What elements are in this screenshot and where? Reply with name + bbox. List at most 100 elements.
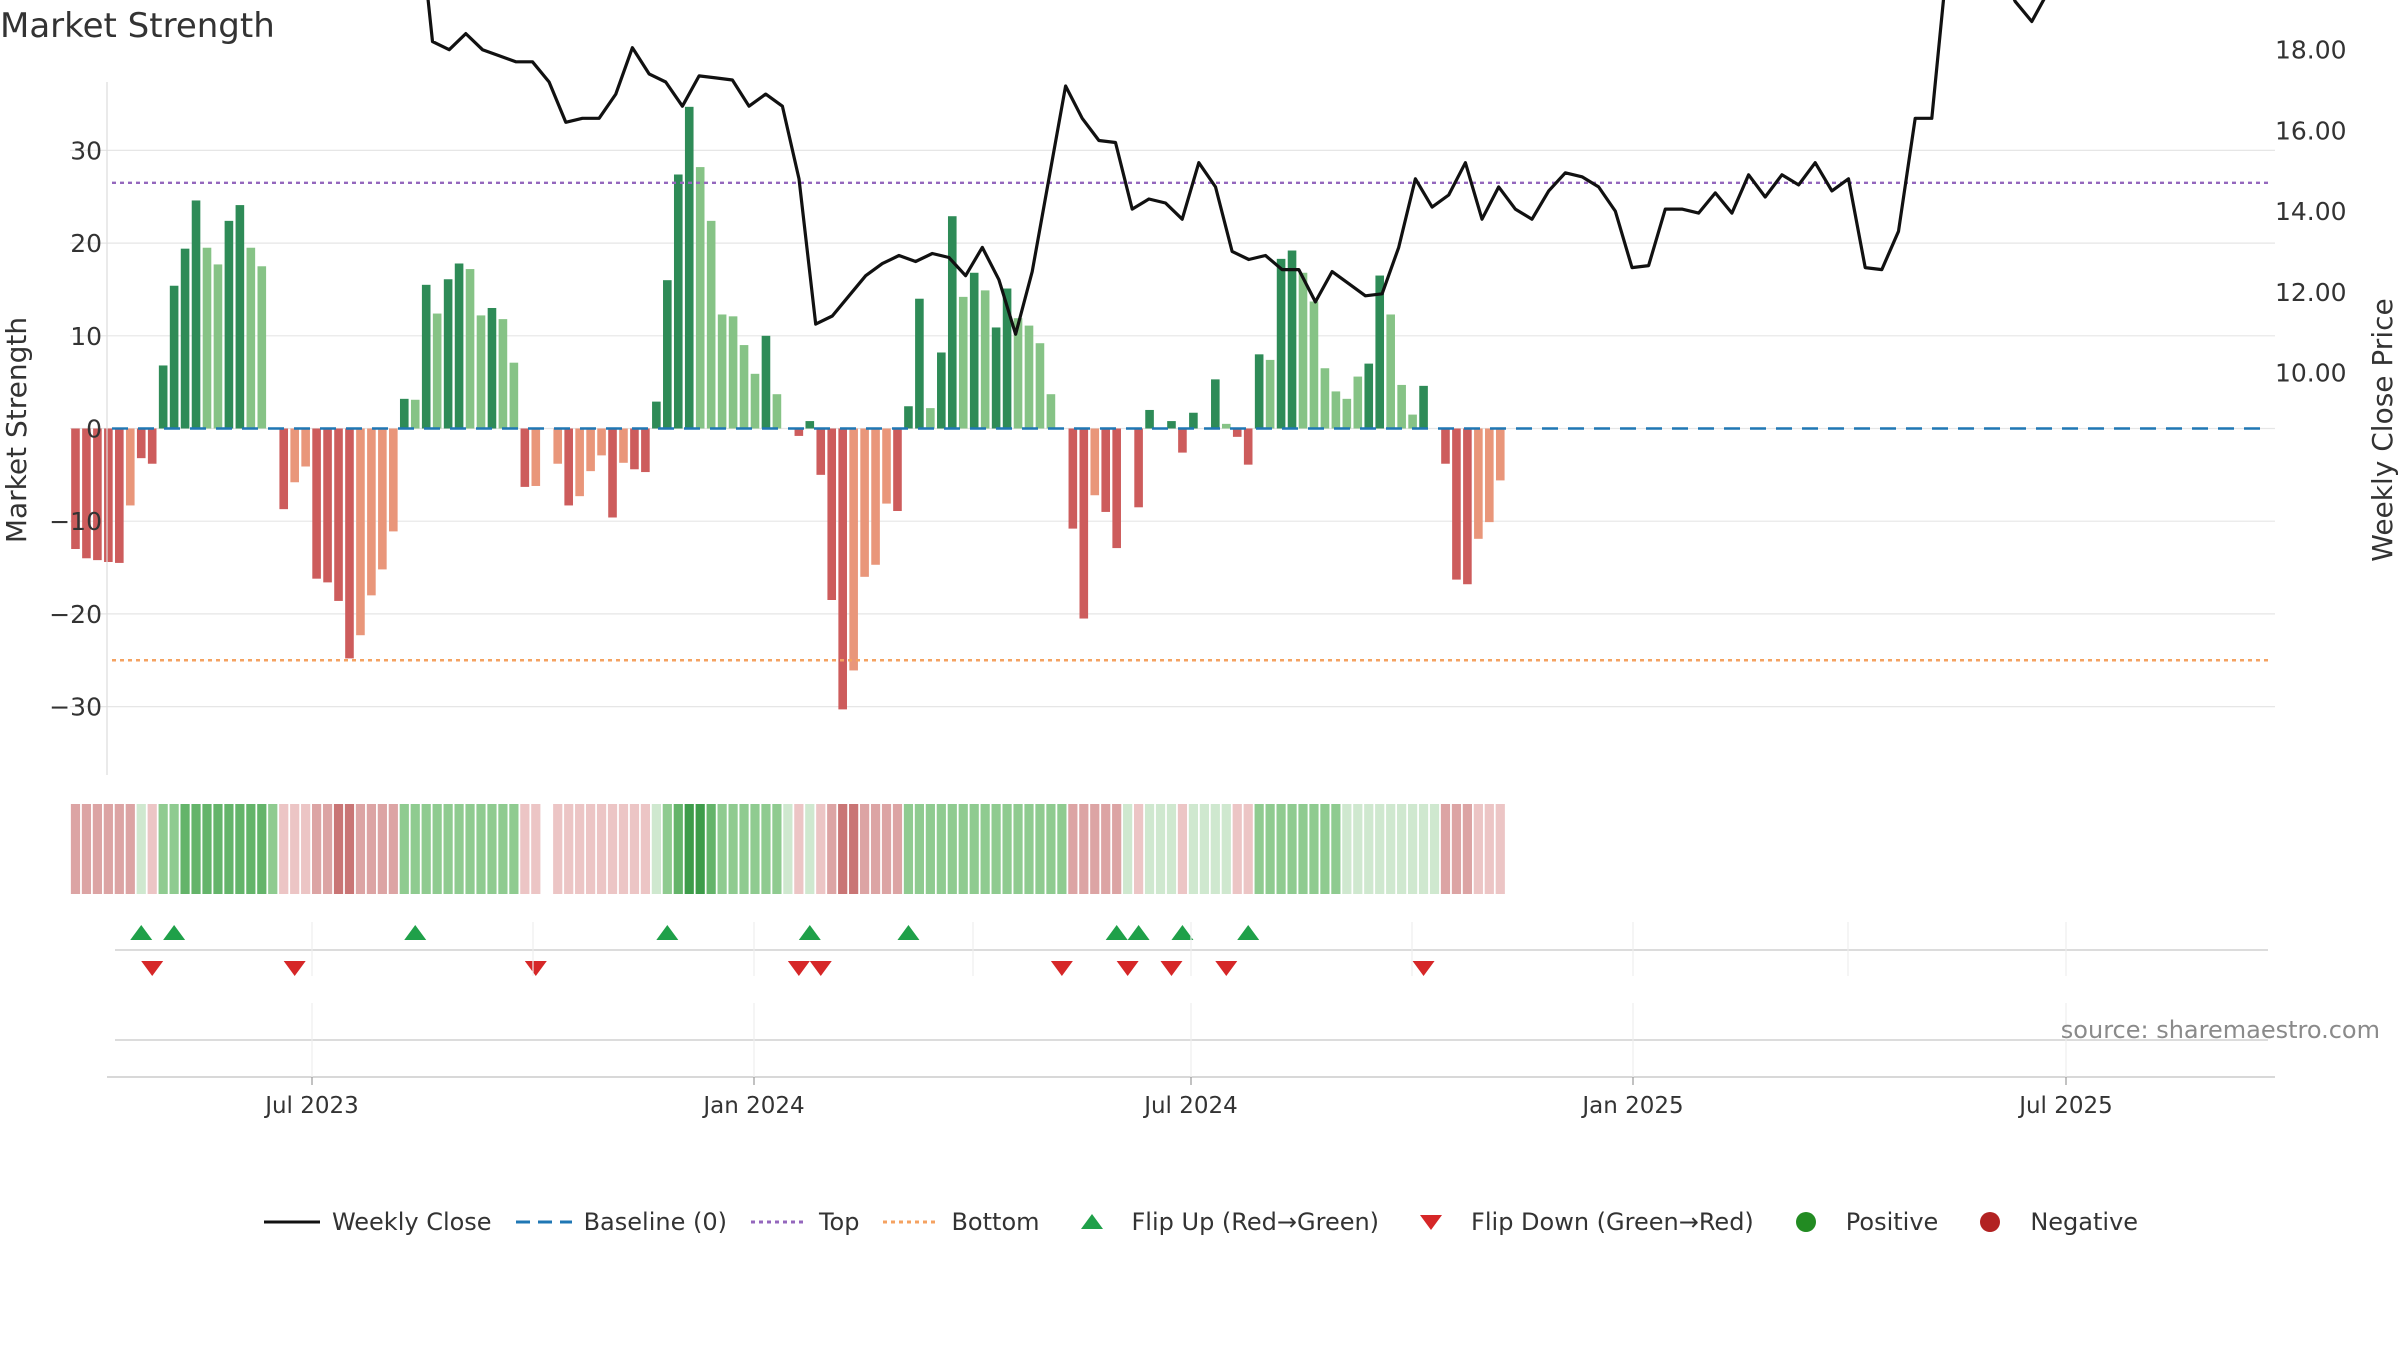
- strength-bar: [125, 428, 135, 506]
- status-cell: [629, 804, 640, 894]
- strength-bar: [564, 428, 573, 506]
- strength-bar: [1375, 275, 1385, 429]
- flip-down-marker: [1215, 961, 1238, 976]
- status-cell: [816, 804, 826, 894]
- status-cell: [739, 804, 749, 894]
- y-tick-label: −30: [49, 693, 102, 722]
- strength-bar: [498, 319, 508, 429]
- status-cell: [980, 804, 990, 894]
- strength-bar: [104, 428, 113, 562]
- strength-bar: [608, 428, 617, 518]
- status-cell: [147, 804, 157, 894]
- status-cell: [421, 804, 431, 894]
- flip-down-marker: [1412, 961, 1435, 976]
- triangle-up-icon: [1080, 1214, 1103, 1229]
- y-tick-label: 20: [70, 229, 102, 258]
- strength-bar: [728, 316, 738, 429]
- strength-bar: [739, 345, 749, 429]
- strength-bar: [531, 428, 541, 486]
- status-cell: [125, 804, 135, 894]
- status-cell: [1068, 804, 1078, 894]
- legend-label: Negative: [2030, 1208, 2139, 1236]
- strength-bar: [641, 428, 650, 473]
- status-cell: [761, 804, 771, 894]
- strength-bar: [367, 428, 376, 596]
- legend-label: Flip Up (Red→Green): [1131, 1208, 1380, 1236]
- strength-bar: [158, 365, 168, 429]
- status-cell: [673, 804, 683, 894]
- y-axis-left-label: Market Strength: [0, 317, 33, 543]
- strength-bar: [1397, 384, 1406, 429]
- strength-bar: [871, 428, 880, 565]
- status-cell: [312, 804, 322, 894]
- status-cell: [410, 804, 420, 894]
- status-cell: [1353, 804, 1363, 894]
- status-cell: [596, 804, 607, 894]
- status-cell: [1079, 804, 1089, 894]
- status-cell: [202, 804, 212, 894]
- flip-down-marker: [283, 961, 306, 976]
- status-cell: [355, 804, 366, 894]
- line-dashed-icon: [515, 1220, 572, 1224]
- status-cell: [1090, 804, 1100, 894]
- status-cell: [1484, 804, 1494, 894]
- strength-bar: [180, 248, 190, 429]
- strength-bar: [750, 373, 760, 429]
- status-cell: [958, 804, 968, 894]
- status-cell: [750, 804, 760, 894]
- strength-bar: [980, 290, 990, 429]
- strength-bar: [301, 428, 310, 467]
- legend-label: Weekly Close: [331, 1208, 492, 1236]
- x-tick-label: Jan 2024: [701, 1093, 804, 1119]
- status-cell: [1221, 804, 1231, 894]
- status-cell: [881, 804, 892, 894]
- status-cell: [783, 804, 793, 894]
- strength-bar: [410, 399, 420, 429]
- status-cell: [1144, 804, 1155, 894]
- status-cell: [1232, 804, 1242, 894]
- circle-icon: [1980, 1212, 2001, 1232]
- status-cell: [1451, 804, 1462, 894]
- flip-down-marker: [141, 961, 164, 976]
- strength-bar: [1090, 428, 1100, 496]
- status-cell: [1188, 804, 1198, 894]
- flip-up-marker: [163, 925, 186, 940]
- status-cell: [257, 804, 267, 894]
- strength-bar: [356, 428, 365, 636]
- strength-bar: [454, 263, 464, 429]
- y2-tick-label: 14.00: [2275, 197, 2347, 226]
- axes: 3020100−10−20−3026.0024.0022.0020.0018.0…: [49, 36, 2347, 775]
- status-cell: [695, 804, 705, 894]
- status-cell: [158, 804, 168, 894]
- triangle-down-icon: [1420, 1215, 1443, 1230]
- strength-bar: [279, 428, 289, 510]
- status-cell: [290, 804, 300, 894]
- legend-item: Flip Down (Green→Red): [1401, 1208, 1754, 1236]
- status-cell: [1046, 804, 1056, 894]
- strength-bar: [586, 428, 595, 472]
- strength-bar: [1331, 391, 1341, 429]
- strength-bar: [1463, 428, 1472, 585]
- strength-bar: [947, 216, 957, 429]
- status-cell: [1418, 804, 1429, 894]
- strength-bar: [882, 428, 891, 504]
- strength-bar: [1419, 385, 1428, 429]
- status-cell: [553, 804, 563, 894]
- strength-bar: [1364, 363, 1374, 429]
- strength-bar: [772, 394, 782, 429]
- strength-bar: [202, 247, 212, 429]
- legend-label: Flip Down (Green→Red): [1471, 1208, 1754, 1236]
- status-cell: [520, 804, 530, 894]
- status-cell: [1375, 804, 1385, 894]
- strength-bar: [169, 285, 179, 429]
- strength-bar: [443, 279, 453, 429]
- status-cell: [1298, 804, 1308, 894]
- status-cell: [892, 804, 903, 894]
- flip-down-marker: [787, 961, 810, 976]
- legend-item: Weekly Close: [262, 1208, 492, 1236]
- status-cell: [936, 804, 946, 894]
- strength-bar: [630, 428, 639, 470]
- status-cell: [947, 804, 957, 894]
- strength-bar: [257, 266, 267, 429]
- status-cell: [1057, 804, 1067, 894]
